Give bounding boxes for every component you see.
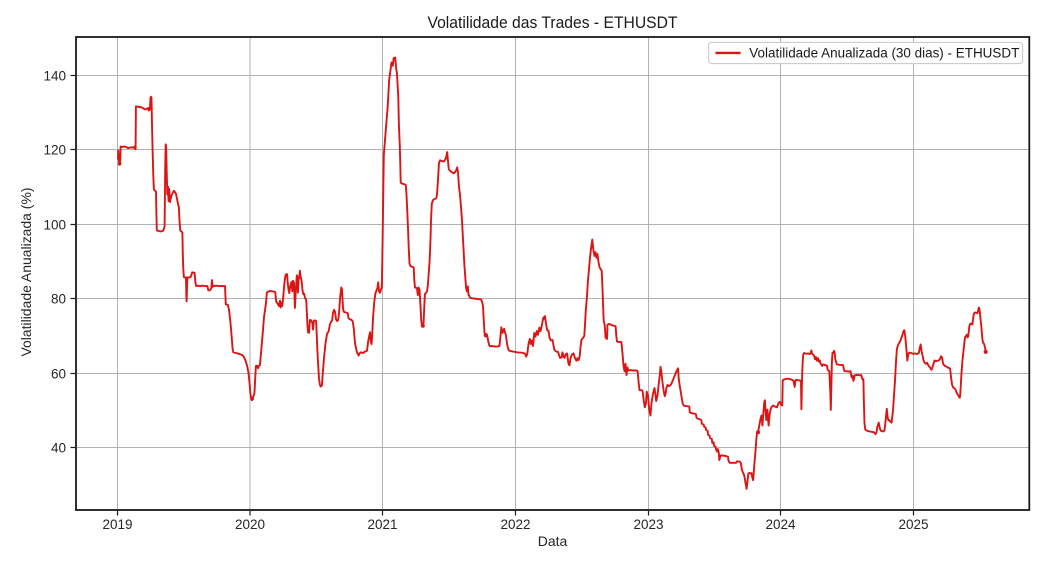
svg-text:80: 80 <box>51 291 66 306</box>
svg-text:Volatilidade Anualizada (30 di: Volatilidade Anualizada (30 dias) - ETHU… <box>749 46 1019 61</box>
svg-text:2019: 2019 <box>102 517 132 532</box>
svg-text:2021: 2021 <box>367 517 397 532</box>
svg-text:60: 60 <box>51 366 66 381</box>
svg-text:Volatilidade Anualizada (%): Volatilidade Anualizada (%) <box>19 188 34 357</box>
svg-text:Data: Data <box>538 533 568 549</box>
svg-text:2025: 2025 <box>898 517 928 532</box>
svg-text:140: 140 <box>43 68 66 83</box>
svg-text:2020: 2020 <box>235 517 265 532</box>
svg-text:Volatilidade das Trades - ETHU: Volatilidade das Trades - ETHUSDT <box>428 14 678 32</box>
svg-text:100: 100 <box>43 217 66 232</box>
svg-text:2022: 2022 <box>500 517 530 532</box>
svg-text:2024: 2024 <box>765 517 796 532</box>
svg-text:2023: 2023 <box>633 517 663 532</box>
svg-text:40: 40 <box>51 440 66 455</box>
svg-text:120: 120 <box>43 142 66 157</box>
